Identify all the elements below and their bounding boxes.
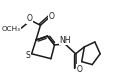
Text: OCH₃: OCH₃: [1, 26, 20, 32]
Text: NH: NH: [59, 36, 71, 45]
Text: O: O: [27, 14, 33, 23]
Text: O: O: [49, 12, 55, 21]
Text: S: S: [26, 51, 30, 60]
Text: O: O: [76, 65, 82, 74]
